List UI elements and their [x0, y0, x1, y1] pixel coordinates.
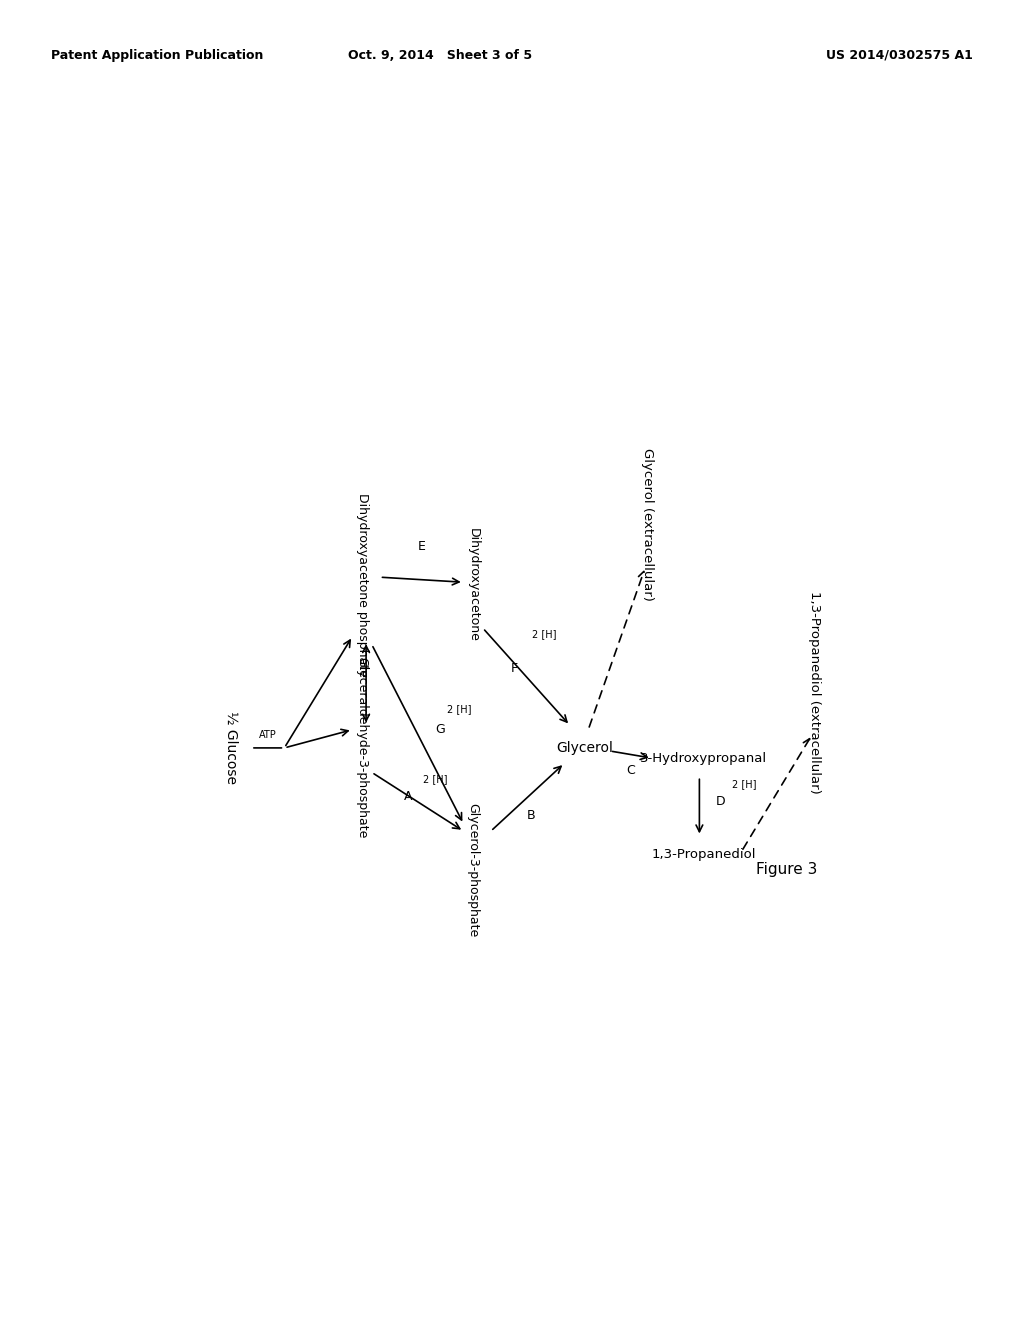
Text: Glycerol (extracellular): Glycerol (extracellular): [641, 447, 654, 601]
Text: US 2014/0302575 A1: US 2014/0302575 A1: [826, 49, 973, 62]
Text: Glycerol: Glycerol: [556, 741, 612, 755]
Text: 1,3-Propanediol (extracellular): 1,3-Propanediol (extracellular): [808, 590, 821, 793]
Text: E: E: [418, 540, 426, 553]
Text: C: C: [627, 764, 635, 776]
Text: 2 [H]: 2 [H]: [423, 775, 447, 784]
Text: 2 [H]: 2 [H]: [531, 630, 556, 639]
Text: ½ Glucose: ½ Glucose: [224, 711, 239, 784]
Text: Figure 3: Figure 3: [756, 862, 817, 878]
Text: A: A: [403, 791, 413, 803]
Text: B: B: [527, 809, 536, 822]
Text: Glycerol-3-phosphate: Glycerol-3-phosphate: [467, 803, 479, 937]
Text: D: D: [716, 795, 726, 808]
Text: Glyceraldehyde-3-phosphate: Glyceraldehyde-3-phosphate: [355, 657, 369, 838]
Text: Dihydroxyacetone: Dihydroxyacetone: [467, 528, 479, 643]
Text: Patent Application Publication: Patent Application Publication: [51, 49, 263, 62]
Text: 1,3-Propanediol: 1,3-Propanediol: [651, 849, 756, 861]
Text: Oct. 9, 2014   Sheet 3 of 5: Oct. 9, 2014 Sheet 3 of 5: [348, 49, 532, 62]
Text: 2 [H]: 2 [H]: [732, 779, 757, 789]
Text: 3-Hydroxypropanal: 3-Hydroxypropanal: [640, 751, 767, 764]
Text: Dihydroxyacetone phosphate: Dihydroxyacetone phosphate: [355, 494, 369, 677]
Text: ATP: ATP: [259, 730, 276, 739]
Text: F: F: [511, 663, 518, 675]
Text: G: G: [435, 722, 444, 735]
Text: 2 [H]: 2 [H]: [446, 704, 471, 714]
